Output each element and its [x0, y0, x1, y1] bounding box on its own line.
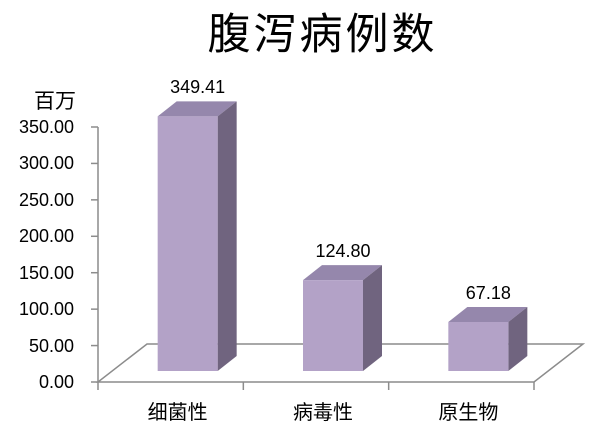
- bar-data-label: 67.18: [465, 283, 511, 304]
- bar-front-face: [448, 322, 509, 371]
- y-axis-unit-label: 百万: [34, 90, 76, 113]
- y-axis-tick-label: 100.00: [18, 299, 74, 320]
- bar-data-label: 124.80: [315, 241, 371, 262]
- x-axis-category-label: 原生物: [438, 402, 499, 424]
- bar-top-face: [448, 307, 528, 323]
- bar-top-face: [303, 265, 382, 281]
- bar-column: [303, 265, 382, 371]
- y-axis-tick-label: 300.00: [18, 153, 74, 174]
- y-axis-tick-label: 150.00: [18, 262, 74, 283]
- bar-side-face: [217, 101, 237, 371]
- bar-data-label: 349.41: [170, 77, 226, 98]
- x-axis-category-label: 细菌性: [147, 402, 208, 424]
- y-axis-tick-label: 50.00: [28, 335, 74, 356]
- bar-front-face: [157, 116, 218, 371]
- bar-side-face: [363, 265, 382, 371]
- y-axis-tick-label: 350.00: [18, 117, 74, 137]
- bar-side-face: [508, 307, 528, 371]
- x-axis-category-label: 病毒性: [293, 402, 353, 424]
- bar-top-face: [157, 101, 237, 117]
- bar-front-face: [303, 280, 363, 371]
- chart-title: 腹泻病例数: [207, 11, 438, 59]
- y-axis-tick-label: 200.00: [18, 226, 74, 247]
- y-axis-tick-label: 0.00: [38, 372, 74, 392]
- y-axis-tick-label: 250.00: [18, 189, 74, 210]
- bar-column: [157, 101, 237, 371]
- bar-column: [448, 307, 528, 371]
